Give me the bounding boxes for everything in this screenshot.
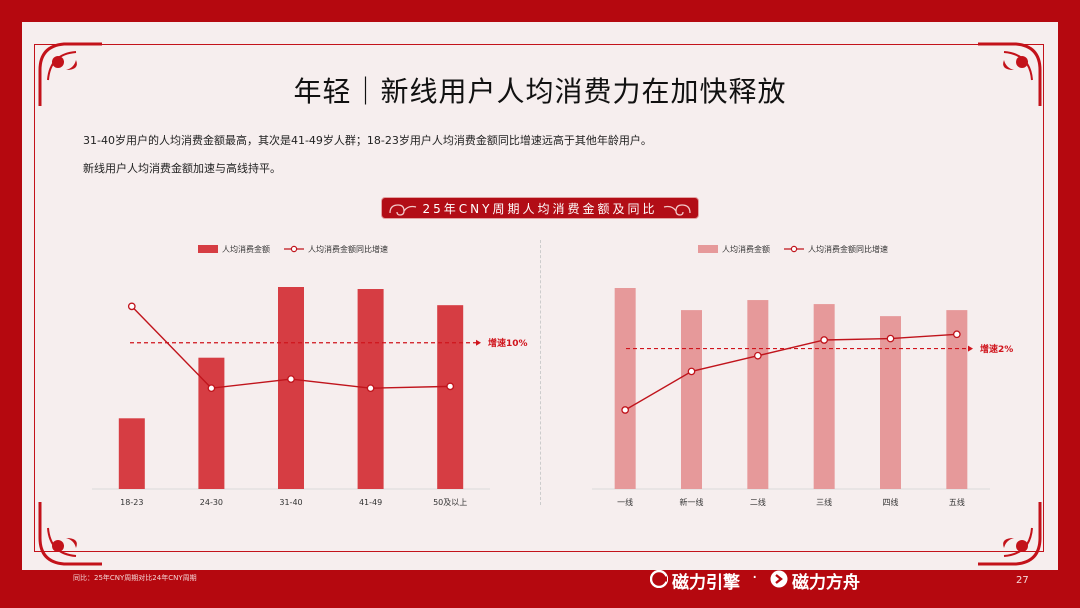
chart-1-growth-point-50及以上 bbox=[446, 382, 455, 391]
chart-1-tick-label: 18-23 bbox=[120, 498, 143, 507]
chart-2-tick-label: 五线 bbox=[949, 497, 965, 507]
chart-1-legend-line-label: 人均消费金额同比增速 bbox=[308, 244, 388, 254]
chart-1-bar-24-30 bbox=[198, 357, 225, 489]
chart-2-legend-line-marker bbox=[790, 245, 798, 253]
corner-ornament-top-left bbox=[38, 42, 102, 106]
chart-2-legend-bar-label: 人均消费金额 bbox=[722, 244, 770, 254]
chart-banner: 25年CNY周期人均消费金额及同比 bbox=[381, 197, 699, 219]
chart-1-bar-50及以上 bbox=[437, 305, 464, 489]
chart-2-reference-arrow bbox=[968, 345, 973, 352]
chart-2-legend-bar-swatch bbox=[698, 245, 718, 253]
footnote: 同比：25年CNY周期对比24年CNY周期 bbox=[73, 574, 197, 582]
page-number: 27 bbox=[1016, 575, 1029, 586]
page-title: 年轻｜新线用户人均消费力在加快释放 bbox=[293, 75, 787, 108]
corner-ornament-bottom-right bbox=[978, 502, 1042, 566]
chart-1-tick-label: 50及以上 bbox=[433, 498, 467, 507]
chart-2-growth-point-二线 bbox=[753, 351, 762, 360]
chart-2-tick-label: 二线 bbox=[750, 497, 766, 507]
brand-cili-engine: 磁力引擎 bbox=[672, 573, 740, 593]
chart-2-bar-二线 bbox=[747, 300, 769, 489]
chart-2-tick-label: 三线 bbox=[816, 497, 832, 507]
slide-border bbox=[34, 44, 1044, 552]
chart-1-reference-label: 增速10% bbox=[488, 337, 528, 349]
chart-2-growth-point-五线 bbox=[952, 330, 961, 339]
chart-2-tick-label: 四线 bbox=[883, 497, 899, 507]
chart-2-bar-一线 bbox=[614, 288, 636, 489]
chart-2-bar-五线 bbox=[946, 310, 968, 489]
chart-2-growth-point-四线 bbox=[886, 334, 895, 343]
chart-1-bar-31-40 bbox=[278, 287, 304, 489]
chart-2-bar-三线 bbox=[813, 304, 835, 489]
chart-1-growth-point-31-40 bbox=[287, 375, 295, 383]
chart-1-tick-label: 41-49 bbox=[359, 498, 382, 507]
corner-ornament-top-right bbox=[978, 42, 1042, 106]
chart-1-bar-18-23 bbox=[118, 418, 145, 489]
cloud-ornament-left-icon bbox=[389, 204, 417, 216]
chart-1-growth-point-24-30 bbox=[207, 384, 216, 393]
chart-1-legend-bar-swatch bbox=[198, 245, 218, 253]
brand-separator: · bbox=[752, 568, 758, 588]
banner-title: 25年CNY周期人均消费金额及同比 bbox=[422, 202, 658, 216]
chart-1-legend-bar-label: 人均消费金额 bbox=[222, 244, 270, 254]
cili-engine-logo-icon bbox=[650, 570, 668, 588]
chart-divider bbox=[540, 240, 541, 505]
cili-fangzhou-logo-icon bbox=[770, 570, 788, 588]
brand-cili-fangzhou: 磁力方舟 bbox=[792, 573, 860, 593]
cloud-ornament-right-icon bbox=[663, 204, 691, 216]
chart-2-bar-新一线 bbox=[681, 310, 702, 489]
chart-1-legend-line-marker bbox=[290, 245, 298, 253]
chart-2-growth-point-三线 bbox=[820, 336, 829, 344]
chart-2-tick-label: 新一线 bbox=[680, 497, 704, 507]
chart-1-growth-point-41-49 bbox=[366, 384, 375, 393]
chart-2-growth-point-新一线 bbox=[687, 367, 696, 376]
chart-2-bar-四线 bbox=[880, 316, 901, 489]
chart-2-reference-label: 增速2% bbox=[980, 343, 1013, 355]
chart-1-tick-label: 31-40 bbox=[279, 498, 302, 507]
chart-2-legend-line-label: 人均消费金额同比增速 bbox=[808, 244, 888, 254]
chart-2-growth-point-一线 bbox=[621, 406, 630, 414]
chart-2-tick-label: 一线 bbox=[617, 497, 633, 507]
chart-2-growth-line bbox=[624, 333, 957, 411]
chart-1-growth-point-18-23 bbox=[127, 302, 136, 311]
description-line-2: 新线用户人均消费金额加速与高线持平。 bbox=[83, 162, 281, 175]
chart-1-reference-arrow bbox=[476, 339, 481, 346]
description-line-1: 31-40岁用户的人均消费金额最高，其次是41-49岁人群；18-23岁用户人均… bbox=[83, 134, 652, 147]
corner-ornament-bottom-left bbox=[38, 502, 102, 566]
chart-1-tick-label: 24-30 bbox=[200, 498, 223, 507]
